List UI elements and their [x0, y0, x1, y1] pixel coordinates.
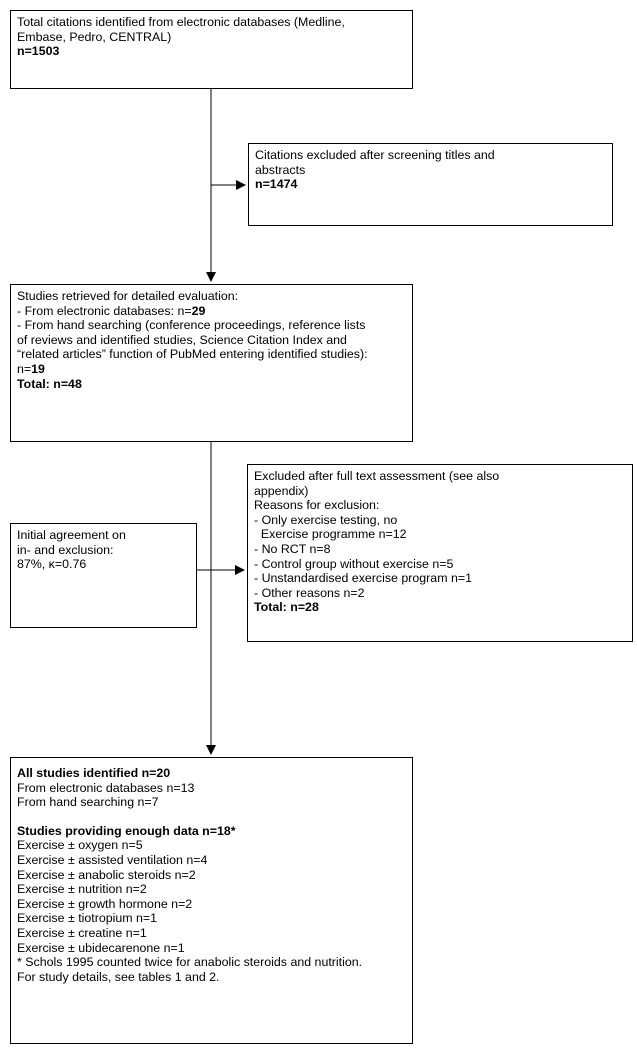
- box-total-citations: Total citations identified from electron…: [10, 10, 413, 89]
- study-item: Exercise ± anabolic steroids n=2: [17, 867, 196, 882]
- box3-line3: - From hand searching (conference procee…: [17, 318, 366, 333]
- box3-line4: of reviews and identified studies, Scien…: [17, 332, 347, 347]
- box6-footnote1: * Schols 1995 counted twice for anabolic…: [17, 955, 363, 970]
- exclusion-reason: - Unstandardised exercise program n=1: [254, 571, 472, 586]
- study-item: Exercise ± ubidecarenone n=1: [17, 940, 185, 955]
- box6-subtitle: Studies providing enough data n=18*: [17, 823, 236, 838]
- exclusion-reason: - No RCT n=8: [254, 541, 331, 556]
- study-item: Exercise ± tiotropium n=1: [17, 911, 158, 926]
- box-studies-retrieved: Studies retrieved for detailed evaluatio…: [10, 284, 413, 442]
- box-excluded-screening: Citations excluded after screening title…: [248, 143, 613, 226]
- exclusion-reason: - Control group without exercise n=5: [254, 556, 454, 571]
- box6-title: All studies identified n=20: [17, 766, 171, 780]
- exclusion-reason: - Only exercise testing, no: [254, 512, 398, 527]
- box6-line1: From electronic databases n=13: [17, 780, 195, 795]
- box4-line3: 87%, κ=0.76: [17, 557, 87, 572]
- box-initial-agreement: Initial agreement on in- and exclusion: …: [10, 523, 197, 628]
- box3-line5: “related articles” function of PubMed en…: [17, 347, 368, 362]
- box1-line1: Total citations identified from electron…: [17, 15, 345, 29]
- box5-line1: Excluded after full text assessment (see…: [254, 469, 500, 483]
- box1-line2: Embase, Pedro, CENTRAL): [17, 29, 172, 44]
- box3-line1: Studies retrieved for detailed evaluatio…: [17, 289, 239, 303]
- box1-count: n=1503: [17, 44, 60, 59]
- study-item: Exercise ± assisted ventilation n=4: [17, 852, 208, 867]
- box2-count: n=1474: [255, 177, 298, 192]
- exclusion-reason: - Other reasons n=2: [254, 585, 365, 600]
- study-item: Exercise ± creatine n=1: [17, 925, 147, 940]
- box3-total: Total: n=48: [17, 376, 82, 391]
- study-item: Exercise ± growth hormone n=2: [17, 896, 193, 911]
- box6-footnote2: For study details, see tables 1 and 2.: [17, 969, 220, 984]
- box5-total: Total: n=28: [254, 600, 319, 615]
- study-item: Exercise ± nutrition n=2: [17, 882, 147, 897]
- box-excluded-full-text: Excluded after full text assessment (see…: [247, 464, 633, 642]
- box6-line2: From hand searching n=7: [17, 795, 159, 810]
- exclusion-reason: Exercise programme n=12: [254, 527, 407, 542]
- box3-line2: - From electronic databases: n=29: [17, 303, 206, 318]
- box2-line2: abstracts: [255, 162, 306, 177]
- study-item: Exercise ± oxygen n=5: [17, 838, 143, 853]
- box4-line1: Initial agreement on: [17, 528, 126, 542]
- box5-line2: appendix): [254, 483, 309, 498]
- box3-line6: n=19: [17, 361, 45, 376]
- box5-line3: Reasons for exclusion:: [254, 498, 380, 513]
- box2-line1: Citations excluded after screening title…: [255, 148, 495, 162]
- box4-line2: in- and exclusion:: [17, 542, 114, 557]
- box-all-studies: All studies identified n=20 From electro…: [10, 757, 413, 1044]
